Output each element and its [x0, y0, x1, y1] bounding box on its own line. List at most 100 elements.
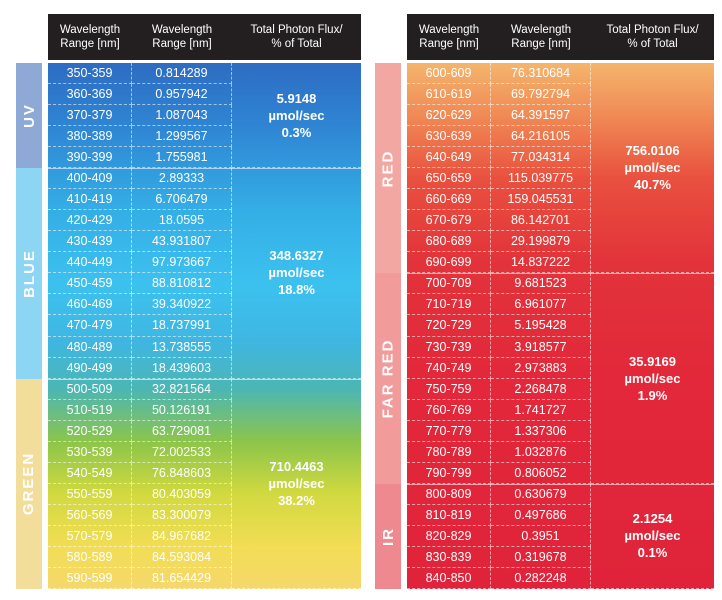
wavelength-range-cell: 390-399 — [48, 147, 132, 169]
group-unit: µmol/sec — [624, 370, 681, 386]
wavelength-range-cell: 350-359 — [48, 63, 132, 85]
photon-flux-cell: 6.961077 — [491, 294, 591, 316]
group-flux: 756.0106 — [625, 143, 680, 159]
group-flux: 710.4463 — [269, 458, 324, 474]
photon-flux-cell: 2.973883 — [491, 357, 591, 379]
photon-flux-cell: 43.931807 — [132, 231, 232, 253]
group-divider — [407, 483, 714, 485]
group-divider — [48, 168, 361, 170]
wavelength-range-cell: 420-429 — [48, 210, 132, 232]
wavelength-range-cell: 720-729 — [407, 315, 491, 337]
photon-flux-cell: 84.593084 — [132, 546, 232, 568]
photon-flux-cell: 18.737991 — [132, 315, 232, 337]
header-row — [48, 14, 361, 60]
photon-flux-cell: 72.002533 — [132, 441, 232, 463]
group-total-flux: 348.6327 µmol/sec 18.8% — [232, 168, 361, 379]
wavelength-range-cell: 560-569 — [48, 504, 132, 526]
photon-flux-cell: 39.340922 — [132, 294, 232, 316]
photon-flux-cell: 3.918577 — [491, 336, 591, 358]
photon-flux-cell: 18.439603 — [132, 357, 232, 379]
photon-flux-cell: 1.337306 — [491, 420, 591, 442]
wavelength-range-cell: 400-409 — [48, 168, 132, 190]
group-total-flux: 710.4463 µmol/sec 38.2% — [232, 379, 361, 589]
band-green: GREEN — [16, 378, 42, 589]
photon-flux-cell: 69.792794 — [491, 84, 591, 106]
group-flux: 348.6327 — [269, 248, 324, 264]
wavelength-range-cell: 760-769 — [407, 399, 491, 421]
photon-flux-cell: 80.403059 — [132, 483, 232, 505]
wavelength-range-cell: 780-789 — [407, 441, 491, 463]
group-percent: 40.7% — [634, 177, 671, 193]
wavelength-range-cell: 680-689 — [407, 231, 491, 253]
band-red: RED — [375, 63, 401, 274]
photon-flux-cell: 1.087043 — [132, 105, 232, 127]
wavelength-range-cell: 430-439 — [48, 231, 132, 253]
group-total-flux: 5.9148 µmol/sec 0.3% — [232, 63, 361, 169]
band-label: GREEN — [20, 452, 38, 516]
wavelength-range-cell: 640-649 — [407, 147, 491, 169]
photon-flux-cell: 32.821564 — [132, 378, 232, 400]
header-wavelength-range: Wavelength Range [nm] — [510, 24, 572, 50]
photon-flux-cell: 0.806052 — [491, 462, 591, 484]
wavelength-range-cell: 570-579 — [48, 525, 132, 547]
wavelength-range-cell: 830-839 — [407, 546, 491, 568]
header-wavelength-range: Wavelength Range [nm] — [59, 24, 121, 50]
left-table: Wavelength Range [nm] Wavelength Range [… — [16, 14, 361, 589]
wavelength-range-cell: 440-449 — [48, 252, 132, 274]
photon-flux-cell: 0.319678 — [491, 546, 591, 568]
header-total-photon-flux: Total Photon Flux/ % of Total — [250, 24, 343, 50]
photon-flux-cell: 97.973667 — [132, 252, 232, 274]
photon-flux-cell: 0.957942 — [132, 84, 232, 106]
wavelength-range-cell: 610-619 — [407, 84, 491, 106]
photon-flux-cell: 29.199879 — [491, 231, 591, 253]
photon-flux-cell: 76.848603 — [132, 462, 232, 484]
photon-flux-cell: 5.195428 — [491, 315, 591, 337]
photon-flux-cell: 0.814289 — [132, 63, 232, 85]
wavelength-range-cell: 520-529 — [48, 420, 132, 442]
photon-flux-cell: 77.034314 — [491, 147, 591, 169]
header-wavelength-range: Wavelength Range [nm] — [151, 24, 213, 50]
group-flux: 35.9169 — [629, 353, 676, 369]
group-percent: 0.3% — [281, 124, 312, 140]
photon-flux-cell: 13.738555 — [132, 336, 232, 358]
wavelength-range-cell: 690-699 — [407, 252, 491, 274]
wavelength-range-cell: 410-419 — [48, 189, 132, 211]
photon-flux-cell: 2.89333 — [132, 168, 232, 190]
wavelength-range-cell: 550-559 — [48, 483, 132, 505]
wavelength-range-cell: 750-759 — [407, 378, 491, 400]
group-total-flux: 2.1254 µmol/sec 0.1% — [591, 484, 714, 589]
wavelength-range-cell: 820-829 — [407, 525, 491, 547]
photon-flux-cell: 88.810812 — [132, 273, 232, 295]
photon-flux-cell: 9.681523 — [491, 273, 591, 295]
wavelength-range-cell: 700-709 — [407, 273, 491, 295]
wavelength-range-cell: 380-389 — [48, 126, 132, 148]
group-total-flux: 35.9169 µmol/sec 1.9% — [591, 273, 714, 484]
band-far-red: FAR RED — [375, 273, 401, 484]
table-body — [407, 63, 714, 589]
header-total-photon-flux: Total Photon Flux/ % of Total — [606, 24, 699, 50]
group-unit: µmol/sec — [624, 160, 681, 176]
wavelength-range-cell: 650-659 — [407, 168, 491, 190]
wavelength-range-cell: 740-749 — [407, 357, 491, 379]
photon-flux-cell: 159.045531 — [491, 189, 591, 211]
wavelength-range-cell: 450-459 — [48, 273, 132, 295]
photon-flux-cell: 83.300079 — [132, 504, 232, 526]
wavelength-range-cell: 500-509 — [48, 378, 132, 400]
photon-flux-cell: 0.282248 — [491, 567, 591, 589]
band-label: FAR RED — [379, 338, 397, 419]
group-flux: 5.9148 — [276, 90, 317, 106]
wavelength-range-cell: 620-629 — [407, 105, 491, 127]
right-table: Wavelength Range [nm] Wavelength Range [… — [375, 14, 714, 589]
photon-flux-cell: 64.216105 — [491, 126, 591, 148]
band-label: BLUE — [20, 248, 38, 298]
wavelength-range-cell: 600-609 — [407, 63, 491, 85]
photon-flux-cell: 1.741727 — [491, 399, 591, 421]
band-blue: BLUE — [16, 168, 42, 379]
group-total-flux: 756.0106 µmol/sec 40.7% — [591, 63, 714, 274]
photon-flux-cell: 63.729081 — [132, 420, 232, 442]
wavelength-range-cell: 480-489 — [48, 336, 132, 358]
group-divider — [407, 273, 714, 275]
group-percent: 38.2% — [278, 492, 315, 508]
photon-flux-cell: 81.654429 — [132, 567, 232, 589]
wavelength-range-cell: 530-539 — [48, 441, 132, 463]
